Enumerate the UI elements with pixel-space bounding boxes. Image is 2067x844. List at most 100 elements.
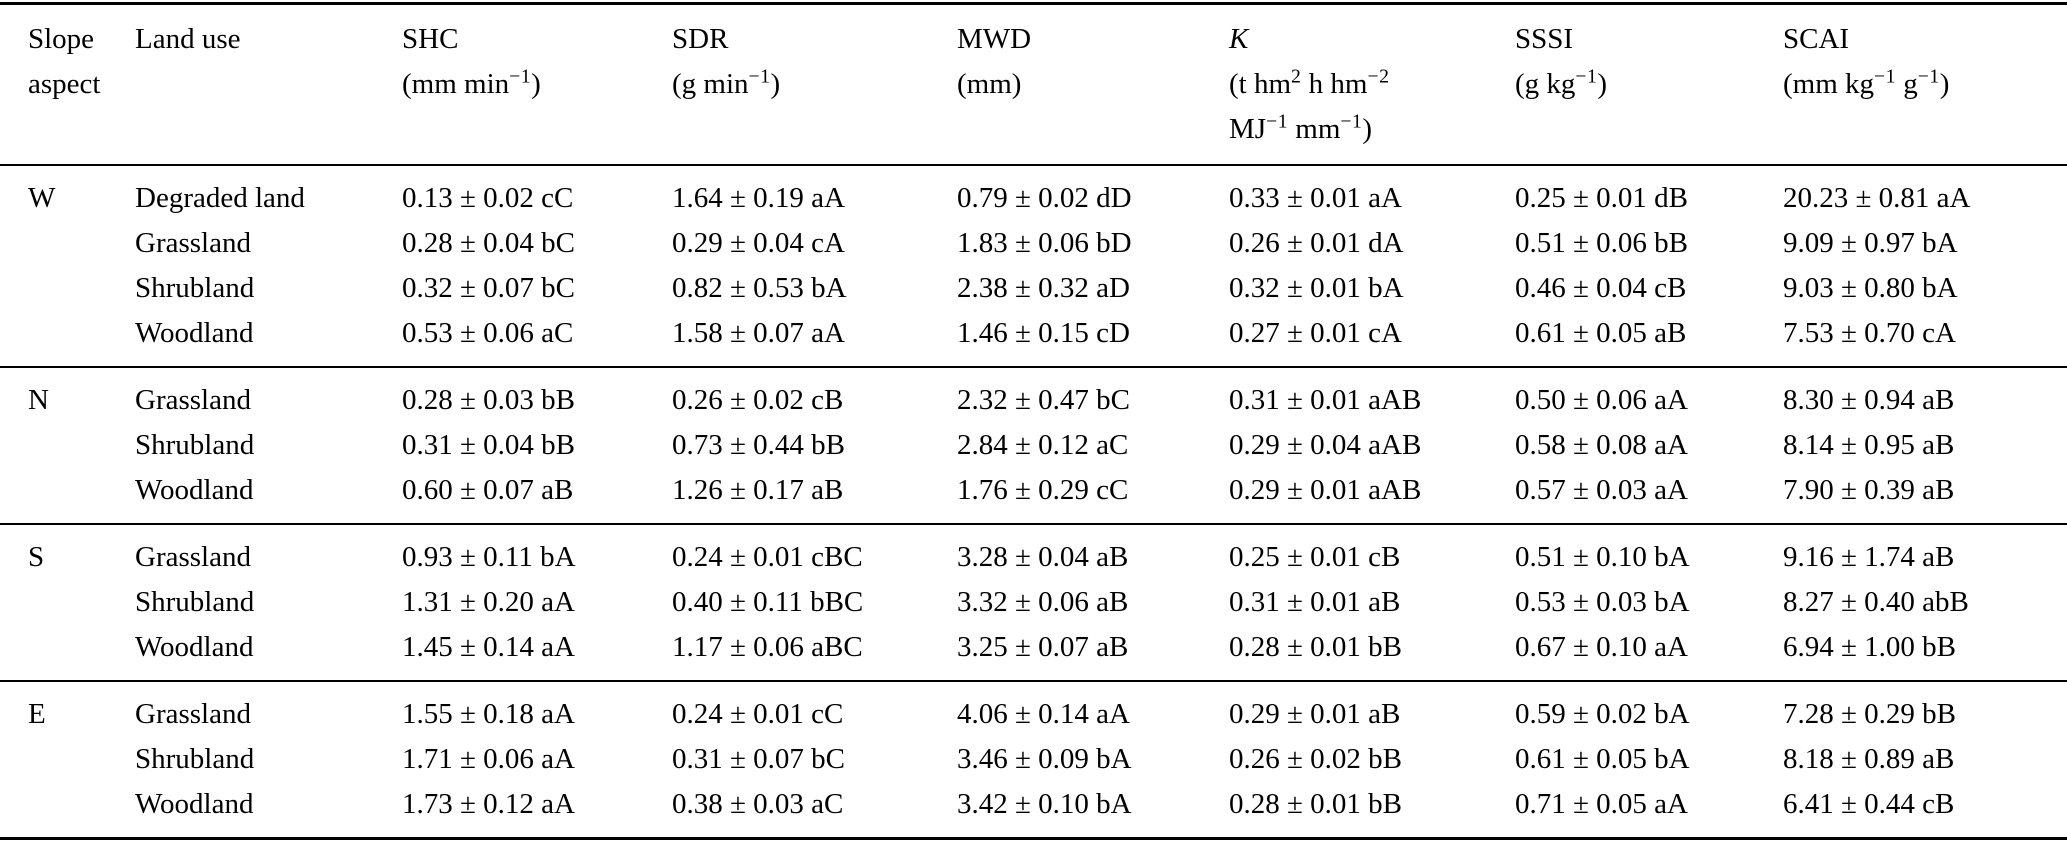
value-cell-sdr: 0.31 ± 0.07 bC xyxy=(672,743,846,775)
value-cell-k: 0.25 ± 0.01 cB xyxy=(1229,541,1401,573)
value-cell-scai: 8.18 ± 0.89 aB xyxy=(1783,743,1955,775)
value-cell-shc: 1.73 ± 0.12 aA xyxy=(402,788,575,820)
header-unit-line: (mm min−1) xyxy=(402,65,541,100)
value-cell-sssi: 0.59 ± 0.02 bA xyxy=(1515,698,1690,730)
value-cell-mwd: 1.46 ± 0.15 cD xyxy=(957,317,1130,349)
value-cell-shc: 0.13 ± 0.02 cC xyxy=(402,182,574,214)
value-cell-scai: 9.09 ± 0.97 bA xyxy=(1783,227,1958,259)
value-cell-sdr: 0.29 ± 0.04 cA xyxy=(672,227,845,259)
value-cell-sssi: 0.50 ± 0.06 aA xyxy=(1515,384,1688,416)
table-row: Shrubland 0.32 ± 0.07 bC 0.82 ± 0.53 bA 2.3… xyxy=(0,266,2067,311)
slope-aspect-cell: E xyxy=(28,698,46,730)
value-cell-shc: 0.32 ± 0.07 bC xyxy=(402,272,576,304)
land-use-cell: Shrubland xyxy=(135,743,255,775)
value-cell-shc: 0.28 ± 0.04 bC xyxy=(402,227,576,259)
table-row: Grassland 0.28 ± 0.04 bC 0.29 ± 0.04 cA 1.8… xyxy=(0,221,2067,266)
slope-aspect-cell xyxy=(0,311,135,367)
value-cell-shc: 0.53 ± 0.06 aC xyxy=(402,317,574,349)
header-label-line: SDR xyxy=(672,23,729,55)
value-cell-shc: 1.55 ± 0.18 aA xyxy=(402,698,575,730)
value-cell-k: 0.29 ± 0.01 aB xyxy=(1229,698,1401,730)
table-row: S Grassland 0.93 ± 0.11 bA 0.24 ± 0.01 cBC 3… xyxy=(0,524,2067,580)
header-label-line: Slope xyxy=(28,23,95,55)
column-header-shc: SHC (mm min−1) xyxy=(402,3,672,166)
value-cell-mwd: 3.42 ± 0.10 bA xyxy=(957,788,1132,820)
value-cell-k: 0.32 ± 0.01 bA xyxy=(1229,272,1404,304)
value-cell-shc: 0.60 ± 0.07 aB xyxy=(402,474,574,506)
table-header: Slope aspect Land use SHC (mm min−1) SDR… xyxy=(0,3,2067,166)
value-cell-k: 0.31 ± 0.01 aAB xyxy=(1229,384,1422,416)
value-cell-sdr: 0.82 ± 0.53 bA xyxy=(672,272,847,304)
value-cell-mwd: 2.38 ± 0.32 aD xyxy=(957,272,1130,304)
aspect-group-s: S Grassland 0.93 ± 0.11 bA 0.24 ± 0.01 cBC 3… xyxy=(0,524,2067,681)
value-cell-mwd: 1.83 ± 0.06 bD xyxy=(957,227,1132,259)
value-cell-scai: 8.27 ± 0.40 abB xyxy=(1783,586,1969,618)
slope-aspect-cell xyxy=(0,266,135,311)
land-use-cell: Grassland xyxy=(135,227,251,259)
slope-aspect-cell: N xyxy=(28,384,49,416)
value-cell-sssi: 0.51 ± 0.10 bA xyxy=(1515,541,1690,573)
column-header-mwd: MWD (mm) xyxy=(957,3,1229,166)
value-cell-sdr: 0.38 ± 0.03 aC xyxy=(672,788,844,820)
value-cell-sssi: 0.67 ± 0.10 aA xyxy=(1515,631,1688,663)
value-cell-sdr: 1.58 ± 0.07 aA xyxy=(672,317,845,349)
column-header-slope-aspect: Slope aspect xyxy=(0,3,135,166)
land-use-cell: Grassland xyxy=(135,384,251,416)
value-cell-mwd: 3.46 ± 0.09 bA xyxy=(957,743,1132,775)
value-cell-mwd: 1.76 ± 0.29 cC xyxy=(957,474,1129,506)
value-cell-scai: 20.23 ± 0.81 aA xyxy=(1783,182,1971,214)
value-cell-mwd: 3.32 ± 0.06 aB xyxy=(957,586,1129,618)
header-label-line: SCAI xyxy=(1783,23,1850,55)
column-header-scai: SCAI (mm kg−1 g−1) xyxy=(1783,3,2067,166)
land-use-cell: Woodland xyxy=(135,631,254,663)
value-cell-mwd: 2.32 ± 0.47 bC xyxy=(957,384,1131,416)
value-cell-mwd: 0.79 ± 0.02 dD xyxy=(957,182,1132,214)
value-cell-shc: 1.45 ± 0.14 aA xyxy=(402,631,575,663)
value-cell-mwd: 3.28 ± 0.04 aB xyxy=(957,541,1129,573)
header-unit-line: (g min−1) xyxy=(672,65,781,100)
header-row: Slope aspect Land use SHC (mm min−1) SDR… xyxy=(0,3,2067,166)
header-unit-line: MJ−1 mm−1) xyxy=(1229,110,1373,145)
land-use-cell: Woodland xyxy=(135,474,254,506)
value-cell-scai: 9.16 ± 1.74 aB xyxy=(1783,541,1955,573)
value-cell-sssi: 0.53 ± 0.03 bA xyxy=(1515,586,1690,618)
slope-aspect-cell xyxy=(0,221,135,266)
header-label-line: SHC xyxy=(402,23,459,55)
column-header-land-use: Land use xyxy=(135,3,402,166)
value-cell-k: 0.31 ± 0.01 aB xyxy=(1229,586,1401,618)
table-row: N Grassland 0.28 ± 0.03 bB 0.26 ± 0.02 cB 2.… xyxy=(0,367,2067,423)
value-cell-sssi: 0.25 ± 0.01 dB xyxy=(1515,182,1689,214)
land-use-cell: Shrubland xyxy=(135,586,255,618)
aspect-group-w: W Degraded land 0.13 ± 0.02 cC 1.64 ± 0.19 … xyxy=(0,165,2067,367)
aspect-group-e: E Grassland 1.55 ± 0.18 aA 0.24 ± 0.01 cC 4.… xyxy=(0,681,2067,839)
value-cell-k: 0.27 ± 0.01 cA xyxy=(1229,317,1402,349)
value-cell-scai: 8.14 ± 0.95 aB xyxy=(1783,429,1955,461)
land-use-cell: Shrubland xyxy=(135,272,255,304)
slope-aspect-cell: S xyxy=(28,541,45,573)
value-cell-sssi: 0.57 ± 0.03 aA xyxy=(1515,474,1688,506)
land-use-cell: Grassland xyxy=(135,698,251,730)
value-cell-sssi: 0.58 ± 0.08 aA xyxy=(1515,429,1688,461)
value-cell-shc: 0.93 ± 0.11 bA xyxy=(402,541,576,573)
value-cell-k: 0.29 ± 0.01 aAB xyxy=(1229,474,1422,506)
value-cell-sdr: 1.26 ± 0.17 aB xyxy=(672,474,844,506)
value-cell-sssi: 0.71 ± 0.05 aA xyxy=(1515,788,1688,820)
value-cell-mwd: 4.06 ± 0.14 aA xyxy=(957,698,1130,730)
value-cell-shc: 0.31 ± 0.04 bB xyxy=(402,429,576,461)
slope-aspect-cell xyxy=(0,580,135,625)
value-cell-scai: 9.03 ± 0.80 bA xyxy=(1783,272,1958,304)
header-label-line: SSSI xyxy=(1515,23,1574,55)
value-cell-sssi: 0.51 ± 0.06 bB xyxy=(1515,227,1689,259)
slope-aspect-cell xyxy=(0,423,135,468)
header-unit-line: (t hm2 h hm−2 xyxy=(1229,65,1390,100)
value-cell-sdr: 0.73 ± 0.44 bB xyxy=(672,429,846,461)
value-cell-sdr: 1.17 ± 0.06 aBC xyxy=(672,631,863,663)
table-row: Shrubland 0.31 ± 0.04 bB 0.73 ± 0.44 bB 2.8… xyxy=(0,423,2067,468)
slope-aspect-cell xyxy=(0,737,135,782)
value-cell-sdr: 0.26 ± 0.02 cB xyxy=(672,384,844,416)
value-cell-sssi: 0.61 ± 0.05 aB xyxy=(1515,317,1687,349)
header-label-line: aspect xyxy=(28,68,101,100)
value-cell-k: 0.28 ± 0.01 bB xyxy=(1229,788,1403,820)
header-unit-line: (g kg−1) xyxy=(1515,65,1608,100)
value-cell-k: 0.33 ± 0.01 aA xyxy=(1229,182,1402,214)
